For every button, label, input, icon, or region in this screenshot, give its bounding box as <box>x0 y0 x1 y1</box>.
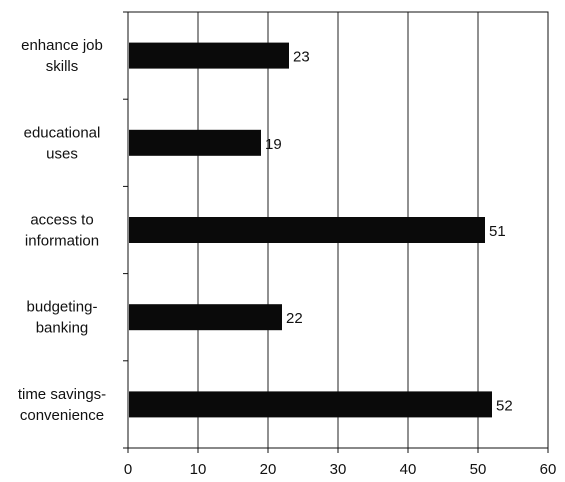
data-label: 19 <box>265 136 282 153</box>
category-label: time savings-convenience <box>18 386 106 424</box>
bar <box>129 391 492 418</box>
category-label-line: budgeting- <box>27 299 98 316</box>
x-tick-label: 40 <box>400 461 417 478</box>
category-label-line: skills <box>46 58 79 75</box>
category-label: educational uses <box>24 124 101 162</box>
category-label-line: information <box>25 233 99 250</box>
category-label-line: uses <box>46 145 78 162</box>
category-label: access to information <box>25 212 99 250</box>
bar <box>129 129 261 156</box>
x-tick-label: 60 <box>540 461 557 478</box>
category-label: budgeting-banking <box>27 299 98 337</box>
y-tick-marks <box>123 11 128 449</box>
category-label-line: educational <box>24 124 101 141</box>
category-label-line: enhance job <box>21 37 103 54</box>
category-label-line: banking <box>36 320 89 337</box>
category-label: enhance job skills <box>21 37 103 75</box>
data-label: 23 <box>293 49 310 66</box>
x-tick-label: 50 <box>470 461 487 478</box>
category-label-line: time savings- <box>18 386 106 403</box>
x-tick-label: 0 <box>124 461 132 478</box>
category-labels: enhance job skills educational uses access t… <box>18 37 106 424</box>
data-labels: 23 19 51 22 52 <box>265 49 513 415</box>
data-label: 22 <box>286 310 303 327</box>
data-label: 51 <box>489 223 506 240</box>
bar <box>129 304 282 331</box>
bar <box>129 217 485 243</box>
x-tick-label: 10 <box>190 461 207 478</box>
bar <box>129 42 289 69</box>
category-label-line: convenience <box>20 407 104 424</box>
category-label-line: access to <box>30 212 93 229</box>
data-label: 52 <box>496 397 513 414</box>
x-tick-labels: 0 10 20 30 40 50 60 <box>124 448 557 478</box>
x-tick-label: 20 <box>260 461 277 478</box>
bars <box>129 42 492 418</box>
x-tick-label: 30 <box>330 461 347 478</box>
